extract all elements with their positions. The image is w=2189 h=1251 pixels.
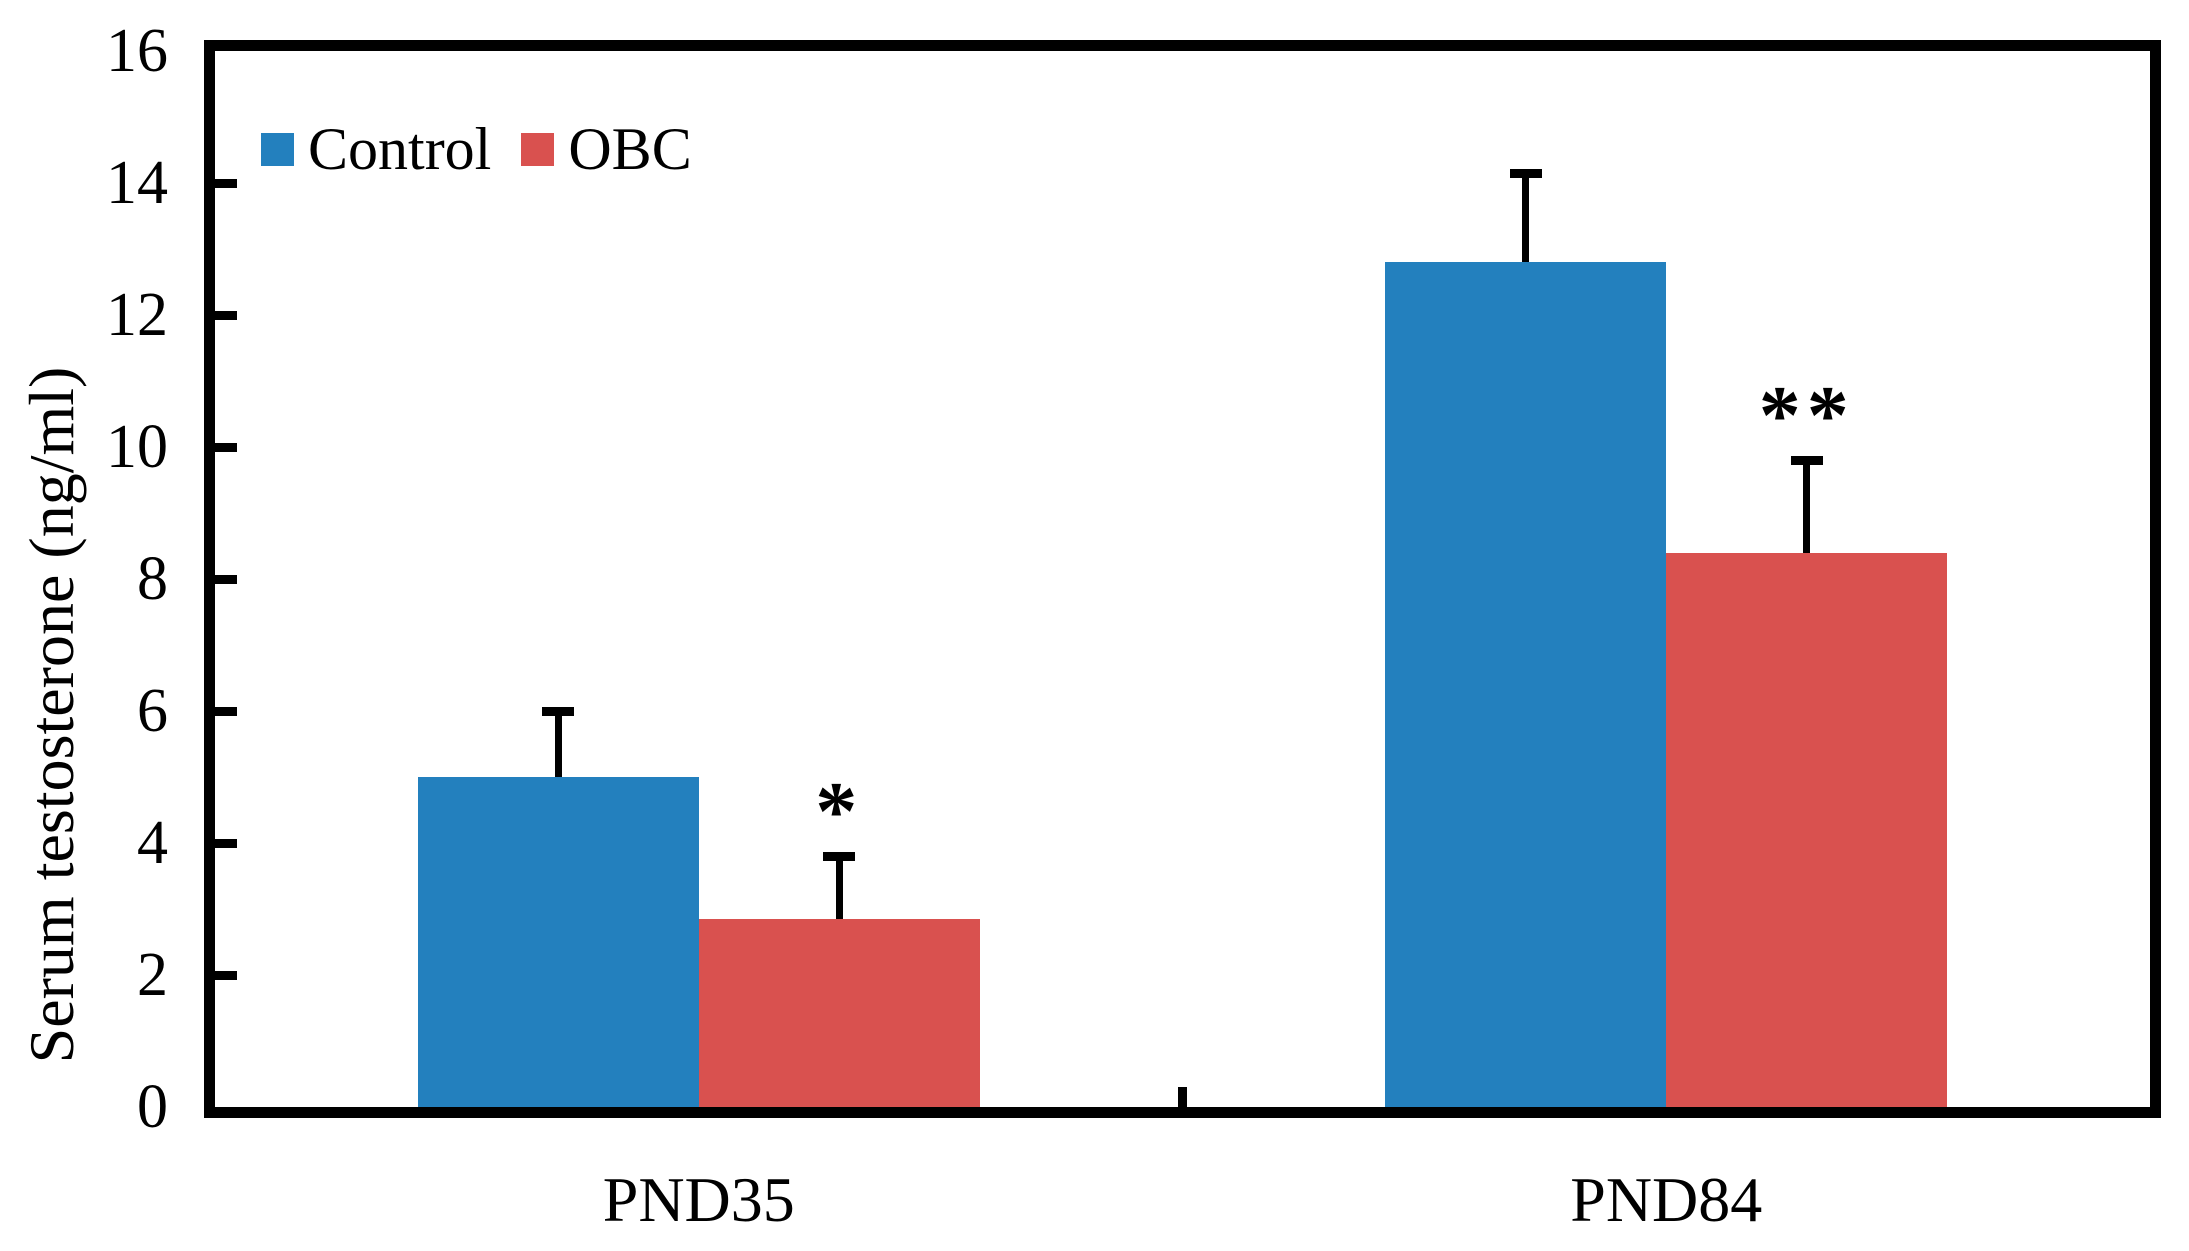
significance-marker-pnd35: * — [815, 765, 864, 859]
y-tick-label: 16 — [106, 17, 168, 85]
y-axis-tick — [215, 706, 237, 716]
error-bar-stem — [1522, 173, 1530, 263]
error-bar-cap — [1790, 456, 1823, 466]
x-axis-divider-tick — [1178, 1087, 1187, 1107]
plot-content: * ** — [215, 51, 2150, 1107]
y-tick-label: 2 — [137, 941, 168, 1009]
error-bar-stem — [1803, 460, 1811, 553]
legend-item-obc: OBC — [521, 116, 692, 182]
y-axis-tick — [215, 310, 237, 320]
error-bar-cap — [542, 707, 575, 716]
y-axis-tick — [215, 442, 237, 452]
bar-pnd84-obc — [1666, 552, 1948, 1107]
y-tick-label: 10 — [106, 413, 168, 481]
legend-swatch-obc-icon — [521, 132, 555, 166]
error-bar-cap — [1509, 169, 1542, 179]
bar-pnd35-control — [417, 777, 699, 1107]
y-tick-label: 4 — [137, 809, 168, 877]
legend-swatch-control-icon — [261, 132, 294, 166]
y-axis-tick — [215, 178, 237, 188]
legend-label-control: Control — [308, 116, 492, 182]
error-bar-stem — [835, 856, 843, 919]
x-tick-label-pnd84: PND84 — [1570, 1164, 1763, 1235]
bar-pnd35-obc — [698, 918, 980, 1107]
bar-pnd84-control — [1385, 262, 1667, 1107]
legend: Control OBC — [261, 119, 692, 179]
x-tick-label-pnd35: PND35 — [602, 1164, 795, 1235]
legend-label-obc: OBC — [568, 116, 692, 182]
y-tick-label: 14 — [106, 149, 168, 217]
error-bar-stem — [554, 711, 562, 777]
y-axis-tick — [215, 838, 237, 848]
y-tick-label: 12 — [106, 281, 168, 349]
plot-area: Control OBC * ** — [204, 40, 2161, 1118]
error-bar-cap — [823, 852, 856, 862]
y-tick-label: 6 — [137, 677, 168, 745]
y-axis-tick — [215, 574, 237, 584]
significance-marker-pnd84: ** — [1758, 369, 1855, 463]
legend-item-control: Control — [261, 119, 491, 179]
y-tick-label: 8 — [137, 545, 168, 613]
y-axis-tick — [215, 970, 237, 980]
y-tick-label: 0 — [137, 1073, 168, 1141]
